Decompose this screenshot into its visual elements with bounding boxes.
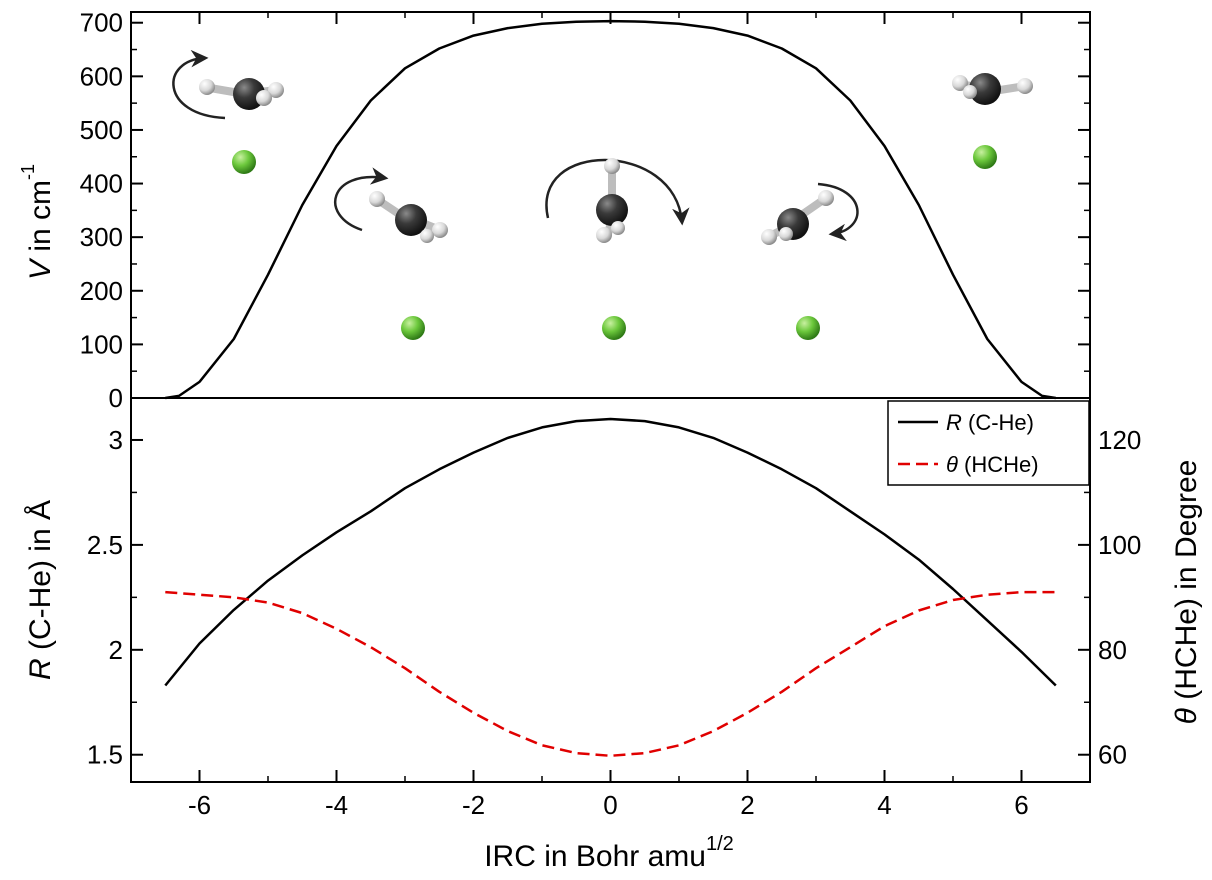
bottom-right-y-tick-label: 120 (1098, 425, 1141, 455)
distance-curve (164, 417, 1057, 687)
top-y-tick-label: 700 (80, 8, 123, 38)
bottom-left-y-tick-label: 1.5 (87, 740, 123, 770)
bottom-left-y-tick-label: 2.5 (87, 530, 123, 560)
hydrogen-atom (199, 79, 215, 95)
legend-box (887, 400, 1090, 486)
top-y-tick-label: 400 (80, 169, 123, 199)
helium-atom (232, 150, 256, 174)
x-tick-label: -6 (188, 790, 211, 820)
theta-curve (165, 590, 1056, 758)
bottom-left-y-tick-label: 2 (109, 635, 123, 665)
bottom-left-y-tick-label: 3 (109, 425, 123, 455)
helium-atom (796, 316, 820, 340)
rotation-arrow-1 (172, 49, 226, 120)
top-y-tick-label: 200 (80, 276, 123, 306)
carbon-atom (969, 73, 1001, 105)
top-y-tick-label: 600 (80, 61, 123, 91)
hydrogen-atom (952, 75, 968, 91)
hydrogen-atom (604, 158, 620, 174)
x-tick-label: 0 (603, 790, 617, 820)
hydrogen-atom (1017, 78, 1033, 94)
rotation-arrow-3 (545, 158, 690, 226)
molecule-illustrations (172, 49, 1033, 340)
legend-label-r: R (C-He) (946, 410, 1034, 435)
hydrogen-atom (369, 191, 385, 207)
x-tick-label: -4 (325, 790, 348, 820)
bottom-plot-area (164, 417, 1057, 758)
x-tick-label: 6 (1014, 790, 1028, 820)
hydrogen-atom (611, 221, 625, 235)
x-axis-title: IRC in Bohr amu1/2 (484, 833, 734, 873)
hydrogen-atom (432, 222, 448, 238)
x-tick-label: -2 (462, 790, 485, 820)
top-y-axis-title: V in cm-1 (18, 164, 57, 280)
legend: R (C-He) θ (HCHe) (887, 400, 1090, 486)
hydrogen-atom (268, 82, 284, 98)
top-y-tick-label: 100 (80, 329, 123, 359)
carbon-atom (596, 194, 628, 226)
bottom-axes: 1.5 2 2.5 3 60 80 100 120 -6 -4 -2 0 2 4 6 (87, 397, 1141, 820)
rotation-arrow-2 (334, 167, 389, 232)
x-tick-label: 4 (877, 790, 891, 820)
bottom-right-y-axis-title: θ (HCHe) in Degree (1170, 460, 1203, 725)
legend-label-theta: θ (HCHe) (946, 452, 1039, 477)
hydrogen-atom (779, 227, 793, 241)
top-plot-area (165, 19, 1056, 400)
bottom-left-y-axis-title: R (C-He) in Å (24, 500, 57, 680)
hydrogen-atom (761, 229, 777, 245)
bottom-right-y-tick-label: 80 (1098, 635, 1127, 665)
potential-curve (165, 19, 1056, 400)
hydrogen-atom (256, 90, 272, 106)
bottom-right-y-tick-label: 60 (1098, 740, 1127, 770)
hydrogen-atom (818, 190, 834, 206)
carbon-atom (233, 78, 265, 110)
helium-atom (602, 316, 626, 340)
top-y-tick-label: 300 (80, 222, 123, 252)
hydrogen-atom (420, 229, 434, 243)
bottom-right-y-tick-label: 100 (1098, 530, 1141, 560)
top-y-tick-label: 500 (80, 115, 123, 145)
top-panel: 0 100 200 300 400 500 600 700 V in cm-1 (18, 8, 1091, 413)
rotation-arrow-4 (817, 182, 859, 242)
bottom-panel: 1.5 2 2.5 3 60 80 100 120 -6 -4 -2 0 2 4 6 R (C-He) in… (24, 397, 1203, 820)
top-y-tick-label: 0 (109, 383, 123, 413)
hydrogen-atom (963, 85, 977, 99)
top-axes: 0 100 200 300 400 500 600 700 (80, 8, 1091, 413)
helium-atom (973, 145, 997, 169)
carbon-atom (395, 204, 427, 236)
helium-atom (401, 316, 425, 340)
hydrogen-atom (596, 227, 612, 243)
x-tick-label: 2 (740, 790, 754, 820)
